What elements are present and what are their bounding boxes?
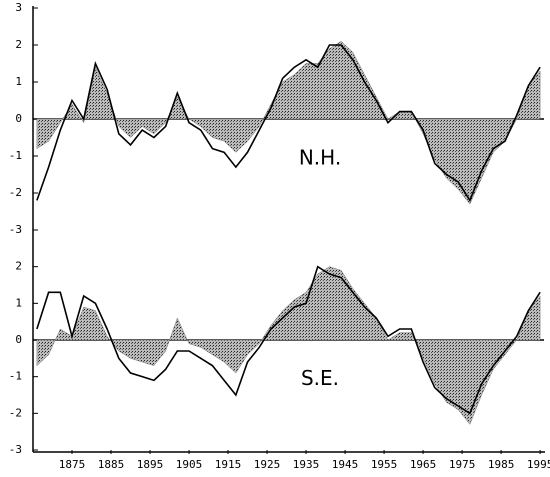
x-tick-label: 1985 — [488, 458, 515, 471]
y-tick-label: -1 — [9, 149, 22, 162]
y-tick-label: 0 — [15, 112, 22, 125]
line — [36, 44, 541, 203]
y-tick-label: -2 — [9, 186, 22, 199]
area — [36, 266, 541, 425]
y-tick-label: -3 — [9, 443, 22, 456]
y-tick-label: 0 — [15, 333, 22, 346]
x-tick-label: 1915 — [215, 458, 242, 471]
x-tick-label: 1885 — [98, 458, 125, 471]
y-tick-label: -3 — [9, 223, 22, 236]
y-tick-label: 3 — [15, 1, 22, 14]
y-tick-label: -1 — [9, 370, 22, 383]
x-tick-label: 1995 — [527, 458, 550, 471]
line — [36, 265, 541, 415]
x-tick-label: 1935 — [293, 458, 320, 471]
area — [36, 40, 541, 205]
y-tick-label: 1 — [15, 296, 22, 309]
x-tick-label: 1925 — [254, 458, 281, 471]
x-tick-label: 1875 — [59, 458, 86, 471]
panel-label: N.H. — [299, 145, 341, 169]
x-tick-label: 1895 — [137, 458, 164, 471]
panel-label: S.E. — [301, 366, 339, 390]
y-tick-label: 2 — [15, 260, 22, 273]
x-tick-label: 1975 — [449, 458, 476, 471]
y-tick-label: 1 — [15, 75, 22, 88]
y-tick-label: -2 — [9, 406, 22, 419]
y-tick-label: 2 — [15, 38, 22, 51]
x-tick-label: 1945 — [332, 458, 359, 471]
x-tick-label: 1905 — [176, 458, 203, 471]
x-tick-label: 1955 — [371, 458, 398, 471]
x-tick-label: 1965 — [410, 458, 437, 471]
